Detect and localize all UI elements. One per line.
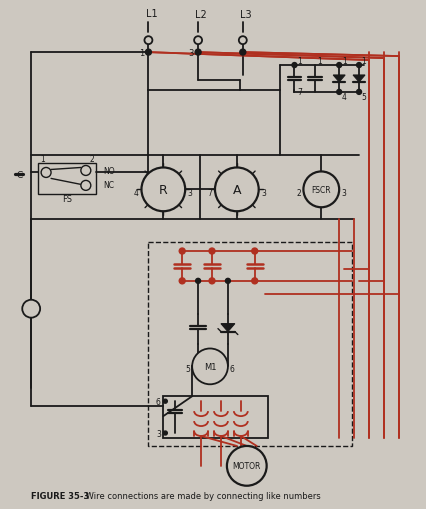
Polygon shape <box>220 324 234 332</box>
Text: 4: 4 <box>134 188 138 197</box>
Text: 2: 2 <box>295 188 300 197</box>
Circle shape <box>239 50 245 56</box>
Bar <box>148 243 351 446</box>
Polygon shape <box>352 76 364 83</box>
Circle shape <box>303 172 338 208</box>
Circle shape <box>144 37 152 45</box>
Circle shape <box>336 90 341 95</box>
Text: 3: 3 <box>341 188 346 197</box>
Circle shape <box>209 248 214 254</box>
Circle shape <box>163 400 167 404</box>
Text: 3: 3 <box>188 48 193 58</box>
Text: FIGURE 35-3: FIGURE 35-3 <box>31 491 89 500</box>
Text: 7: 7 <box>207 188 212 197</box>
Text: 1: 1 <box>40 155 44 164</box>
Text: L2: L2 <box>195 10 207 20</box>
Text: L1: L1 <box>145 9 157 19</box>
Text: M1: M1 <box>203 362 216 371</box>
Circle shape <box>145 50 151 56</box>
Text: 3: 3 <box>155 429 161 438</box>
Text: FS: FS <box>62 194 72 204</box>
Text: MOTOR: MOTOR <box>232 462 260 470</box>
Circle shape <box>195 50 201 56</box>
Circle shape <box>192 349 227 384</box>
Circle shape <box>356 90 361 95</box>
Text: C: C <box>16 171 22 180</box>
Text: 1: 1 <box>296 56 301 66</box>
Circle shape <box>41 168 51 178</box>
Circle shape <box>291 64 296 68</box>
Text: Wire connections are made by connecting like numbers: Wire connections are made by connecting … <box>83 491 320 500</box>
Circle shape <box>238 37 246 45</box>
Text: 6: 6 <box>229 364 234 373</box>
Text: 1: 1 <box>341 56 346 66</box>
Circle shape <box>163 431 167 435</box>
Text: 5: 5 <box>185 364 190 373</box>
Circle shape <box>356 64 361 68</box>
Circle shape <box>225 279 230 284</box>
Text: 3: 3 <box>261 188 265 197</box>
Bar <box>38 163 95 195</box>
Text: 3: 3 <box>187 188 192 197</box>
Text: FSCR: FSCR <box>311 185 330 194</box>
Text: 6: 6 <box>155 397 161 406</box>
Text: 1: 1 <box>138 48 144 58</box>
Circle shape <box>226 446 266 486</box>
Circle shape <box>214 168 258 212</box>
Bar <box>163 397 267 438</box>
Circle shape <box>251 278 257 285</box>
Text: 7: 7 <box>296 88 301 97</box>
Text: 2: 2 <box>89 155 94 164</box>
Text: L3: L3 <box>239 10 251 20</box>
Circle shape <box>179 278 185 285</box>
Circle shape <box>251 248 257 254</box>
Polygon shape <box>332 76 344 83</box>
Text: A: A <box>232 183 241 196</box>
Circle shape <box>81 181 91 191</box>
Text: NO: NO <box>104 166 115 176</box>
Text: 1: 1 <box>316 56 321 66</box>
Circle shape <box>179 248 185 254</box>
Text: 1: 1 <box>361 56 366 66</box>
Circle shape <box>194 37 201 45</box>
Circle shape <box>336 64 341 68</box>
Circle shape <box>22 300 40 318</box>
Text: 5: 5 <box>361 93 366 102</box>
Text: R: R <box>158 183 167 196</box>
Text: 4: 4 <box>341 93 346 102</box>
Text: NC: NC <box>104 181 115 189</box>
Circle shape <box>195 279 200 284</box>
Circle shape <box>141 168 185 212</box>
Circle shape <box>81 166 91 176</box>
Circle shape <box>209 278 214 285</box>
